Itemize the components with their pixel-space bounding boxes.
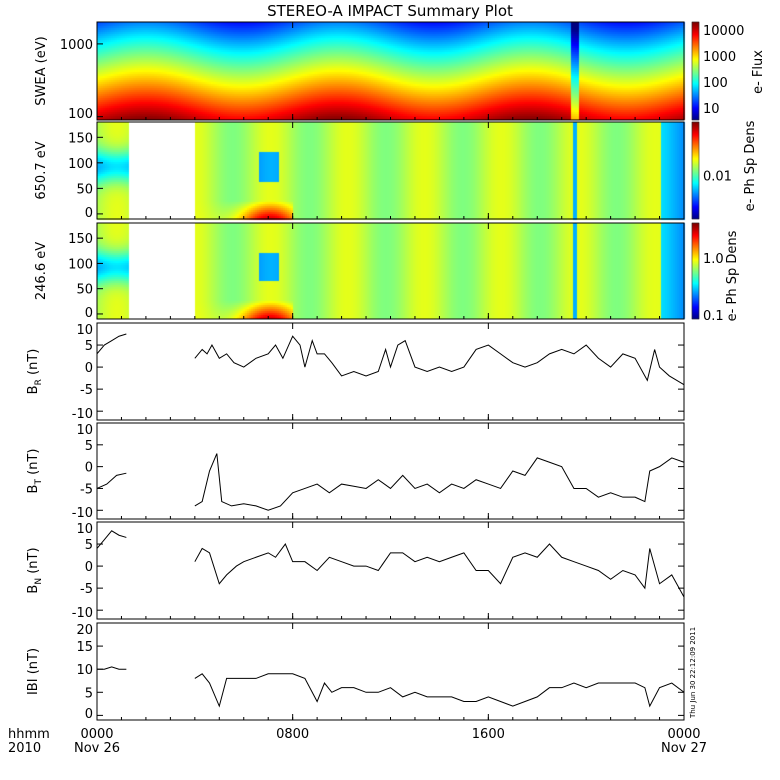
y-axis-label-BR: BR (nT)	[26, 349, 44, 395]
timestamp: Thu Jun 30 22:12:09 2011	[689, 627, 697, 719]
colorbar	[691, 222, 700, 320]
y-tick-label: -5	[80, 482, 93, 497]
y-tick-label: -5	[80, 383, 93, 398]
x-axis-year: 2010	[8, 741, 41, 756]
y-tick-label: 5	[85, 339, 93, 354]
y-tick-label: -10	[72, 606, 93, 621]
y-tick-label: 0	[85, 707, 93, 722]
colorbar-tick-label: 0.01	[703, 170, 732, 185]
y-tick-label: 100	[68, 107, 93, 122]
y-tick-label: 0	[85, 461, 93, 476]
panel-frame	[96, 222, 685, 320]
colorbar-tick-label: 1000	[703, 50, 736, 65]
series-line-BN	[96, 530, 127, 549]
series-line-BR	[96, 333, 127, 355]
y-tick-label: 20	[76, 623, 93, 638]
y-axis-label: 246.6 eV	[34, 242, 49, 300]
y-tick-label: 15	[76, 640, 93, 655]
y-tick-label: 5	[85, 439, 93, 454]
y-axis-label-|B|: IBI (nT)	[26, 648, 41, 695]
x-axis-label: hhmm	[8, 727, 50, 742]
colorbar-tick-label: 0.1	[703, 309, 724, 324]
series-line-|B|	[194, 673, 685, 708]
y-tick-label: 50	[76, 283, 93, 298]
y-tick-label: 10	[76, 323, 93, 338]
colorbar	[691, 121, 700, 220]
y-tick-label: 50	[76, 182, 93, 197]
y-tick-label: 1000	[60, 38, 93, 53]
y-tick-label: 0	[85, 206, 93, 221]
series-line-BT	[194, 453, 685, 511]
y-tick-label: 150	[68, 131, 93, 146]
series-line-|B|	[97, 666, 127, 670]
x-tick-sublabel: Nov 26	[74, 741, 120, 756]
y-tick-label: 10	[76, 663, 93, 678]
colorbar-tick-label: 10	[703, 102, 720, 117]
panel-frame	[96, 521, 685, 620]
y-axis-label: SWEA (eV)	[34, 36, 49, 105]
panel-frame	[96, 622, 685, 721]
colorbar-tick-label: 1.0	[703, 252, 724, 267]
x-tick-label: 0000	[80, 727, 113, 742]
x-tick-label: 1600	[472, 727, 505, 742]
series-line-BT	[96, 472, 127, 489]
y-axis-label: 650.7 eV	[34, 141, 49, 199]
y-axis-label-BT: BT (nT)	[26, 449, 44, 494]
y-tick-label: 0	[85, 361, 93, 376]
colorbar-tick-label: 100	[703, 76, 728, 91]
x-tick-label: 0000	[667, 727, 700, 742]
series-line-BR	[194, 335, 685, 386]
y-tick-label: 10	[76, 522, 93, 537]
y-tick-label: 100	[68, 257, 93, 272]
y-tick-label: 0	[85, 306, 93, 321]
y-tick-label: 100	[68, 157, 93, 172]
x-tick-label: 0800	[276, 727, 309, 742]
colorbar-label: e- Ph Sp Dens	[743, 120, 758, 211]
x-tick-sublabel: Nov 27	[661, 741, 707, 756]
y-axis-label-BN: BN (nT)	[26, 547, 44, 593]
y-tick-label: 5	[85, 686, 93, 701]
y-tick-label: -10	[72, 506, 93, 521]
colorbar-label: e- Flux	[751, 50, 766, 94]
y-tick-label: 10	[76, 423, 93, 438]
panel-frame	[96, 121, 685, 220]
panel-frame	[96, 21, 685, 121]
plot-title: STEREO-A IMPACT Summary Plot	[267, 2, 513, 20]
colorbar-label: e- Ph Sp Dens	[725, 230, 740, 321]
y-tick-label: 5	[85, 538, 93, 553]
series-line-BN	[194, 543, 685, 598]
y-tick-label: -5	[80, 582, 93, 597]
colorbar	[691, 21, 700, 121]
y-tick-label: -10	[72, 407, 93, 422]
y-tick-label: 0	[85, 560, 93, 575]
spectrogram-canvas	[0, 0, 780, 330]
panel-frame	[96, 422, 685, 520]
y-tick-label: 150	[68, 232, 93, 247]
panel-frame	[96, 322, 685, 421]
colorbar-tick-label: 10000	[703, 24, 744, 39]
